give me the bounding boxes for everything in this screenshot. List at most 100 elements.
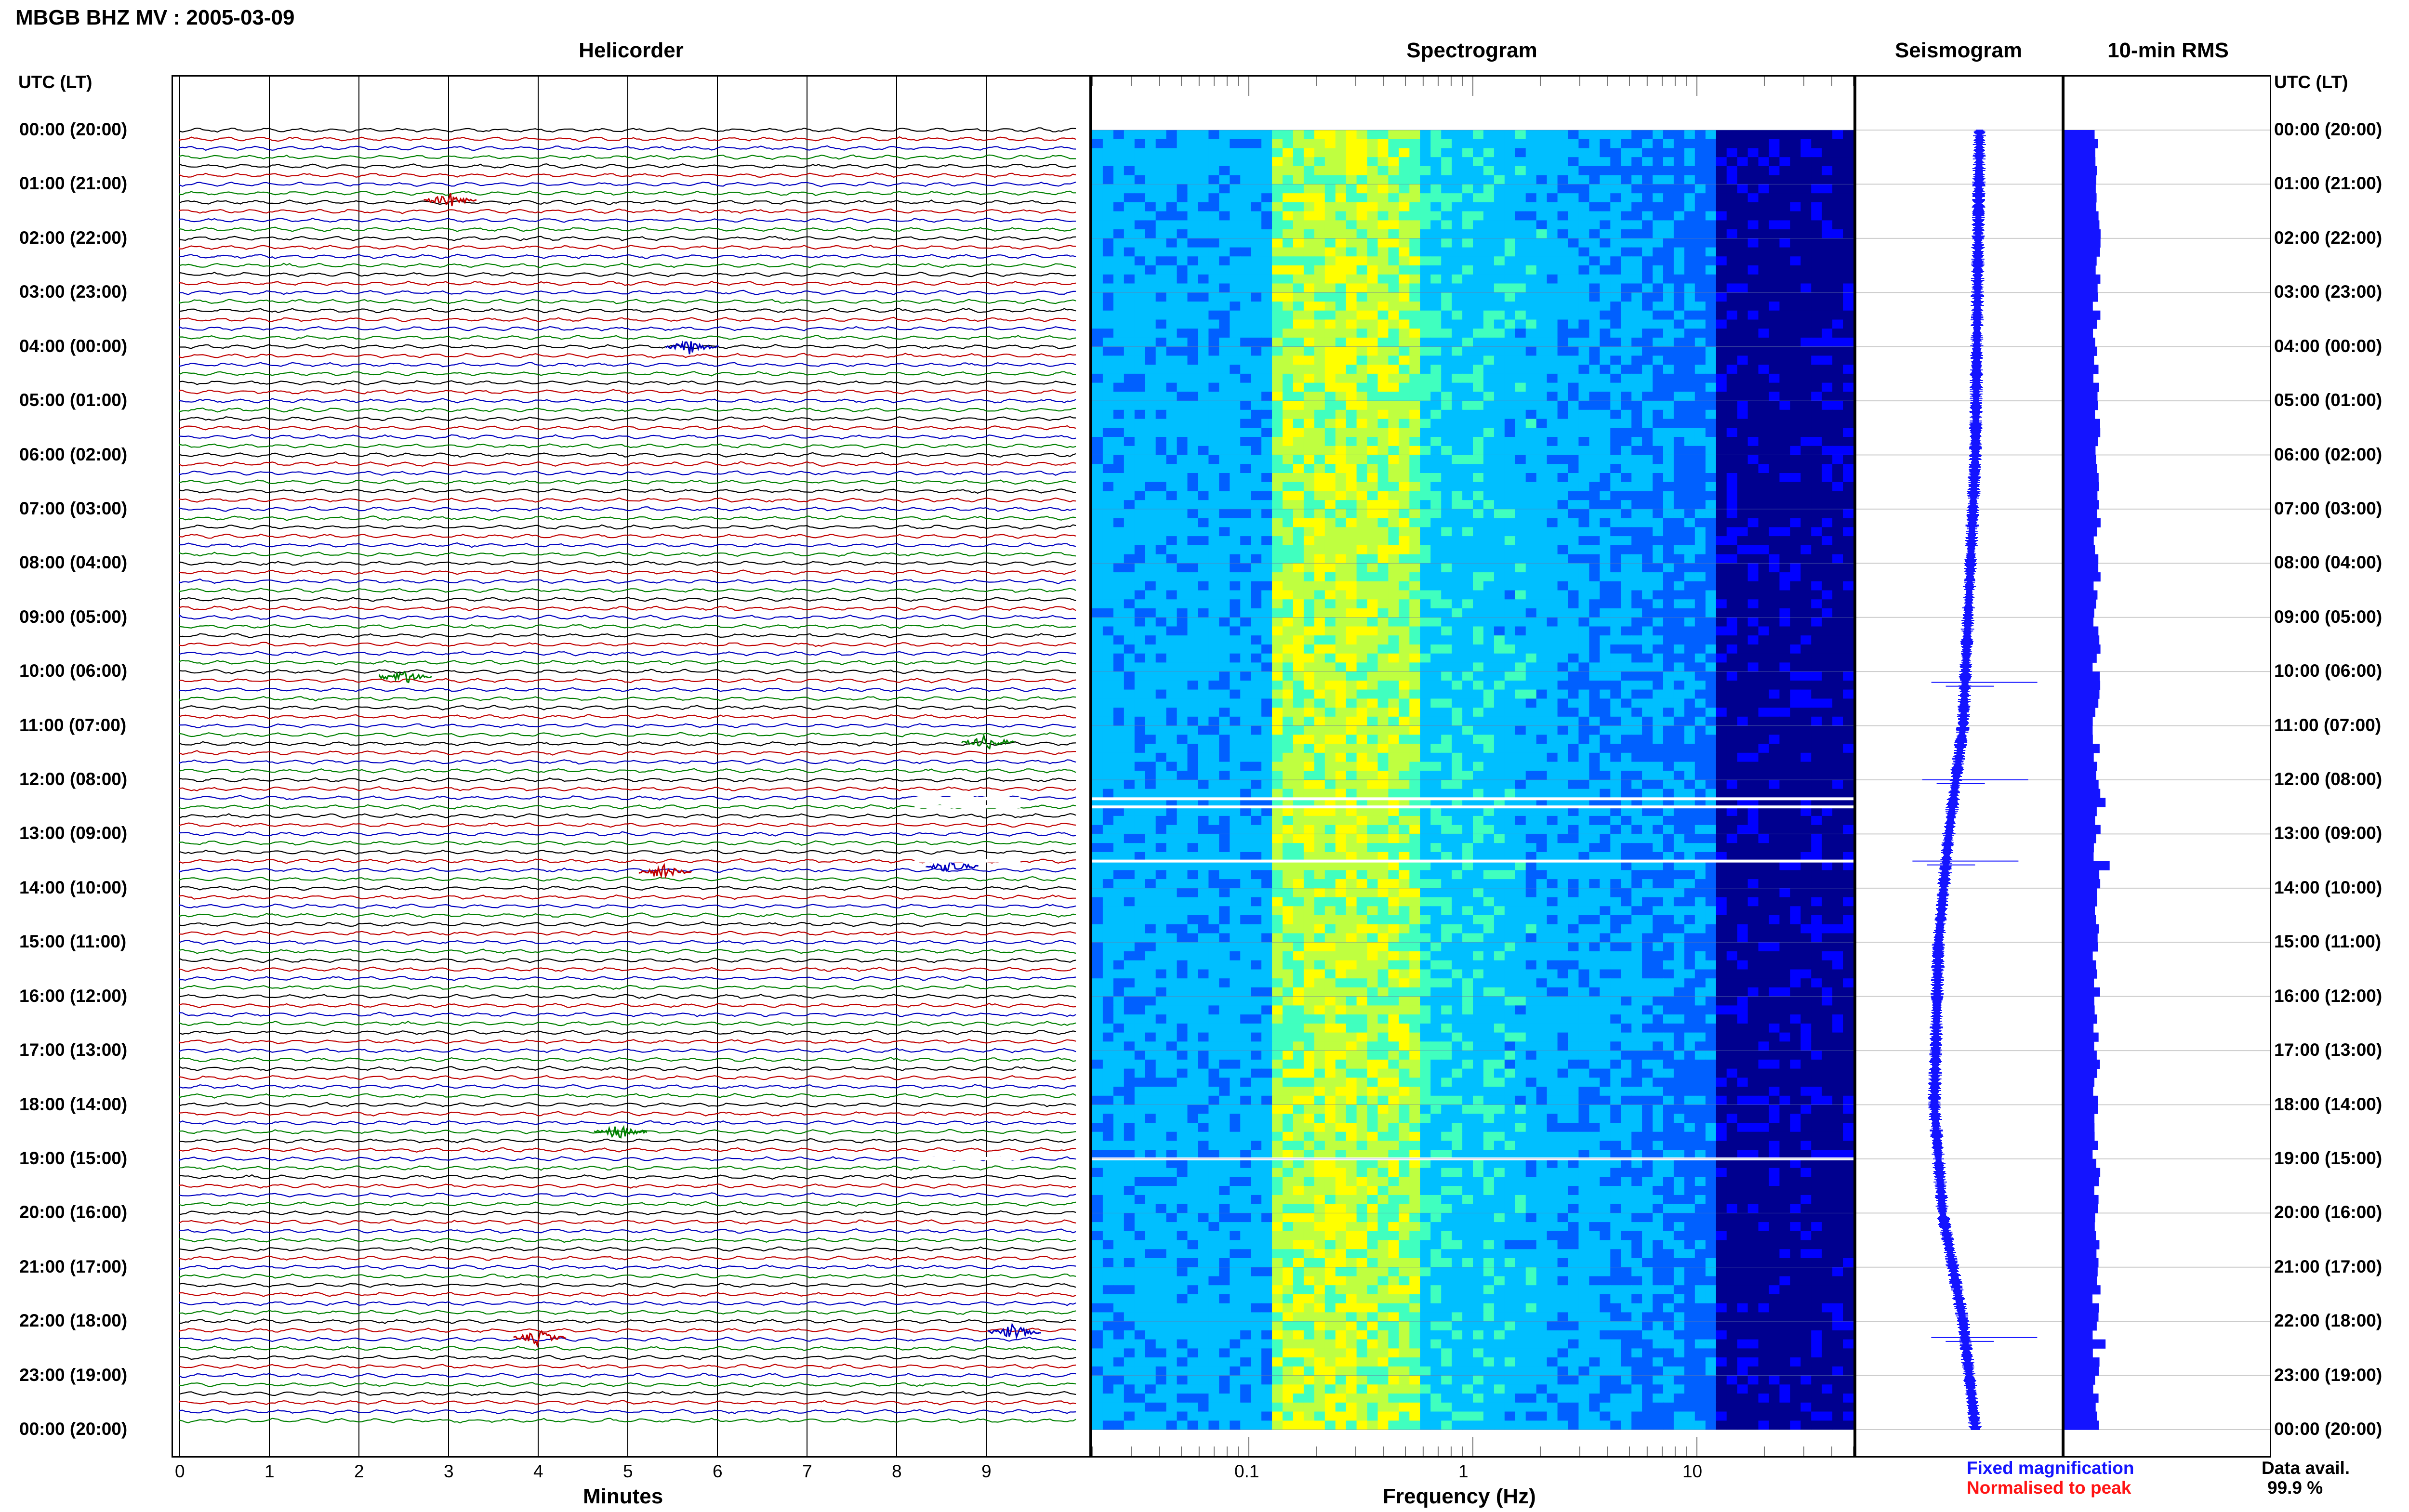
spectrogram-cell xyxy=(1388,355,1400,365)
spectrogram-cell xyxy=(1800,680,1812,690)
spectrogram-cell xyxy=(1409,446,1420,456)
spectrogram-cell xyxy=(1102,644,1114,654)
spectrogram-cell xyxy=(1303,644,1315,654)
spectrogram-cell xyxy=(1283,202,1294,212)
spectrogram-cell xyxy=(1283,392,1294,401)
spectrogram-cell xyxy=(1684,310,1695,320)
helicorder-trace xyxy=(179,542,1076,548)
spectrogram-cell xyxy=(1272,329,1283,338)
spectrogram-cell xyxy=(1187,473,1199,483)
spectrogram-cell xyxy=(1134,518,1146,527)
spectrogram-cell xyxy=(1610,572,1621,582)
spectrogram-cell xyxy=(1684,247,1695,257)
spectrogram-cell xyxy=(1515,157,1526,167)
spectrogram-cell xyxy=(1198,446,1209,456)
spectrogram-cell xyxy=(1230,482,1241,491)
spectrogram-cell xyxy=(1716,428,1727,437)
spectrogram-cell xyxy=(1747,238,1759,248)
spectrogram-cell xyxy=(1102,473,1114,483)
spectrogram-cell xyxy=(1219,509,1230,519)
spectrogram-cell xyxy=(1684,662,1695,672)
spectrogram-cell xyxy=(1113,491,1125,500)
spectrogram-cell xyxy=(1568,365,1579,374)
spectrogram-cell xyxy=(1452,626,1463,636)
spectrogram-cell xyxy=(1737,184,1748,194)
spectrogram-cell xyxy=(1452,346,1463,356)
spectrogram-cell xyxy=(1504,689,1516,699)
spectrogram-cell xyxy=(1314,310,1325,320)
spectrogram-cell xyxy=(1832,455,1843,464)
spectrogram-cell xyxy=(1621,220,1632,230)
spectrogram-cell xyxy=(1272,365,1283,374)
spectrogram-cell xyxy=(1187,437,1199,447)
spectrogram-cell xyxy=(1684,283,1695,293)
spectrogram-cell xyxy=(1166,283,1178,293)
spectrogram-cell xyxy=(1208,572,1220,582)
spectrogram-cell xyxy=(1155,527,1167,537)
spectrogram-cell xyxy=(1324,302,1336,311)
spectrogram-cell xyxy=(1790,662,1801,672)
spectrogram-cell xyxy=(1420,365,1431,374)
spectrogram-cell xyxy=(1621,653,1632,663)
spectrogram-cell xyxy=(1356,428,1368,437)
spectrogram-cell xyxy=(1134,148,1146,158)
spectrogram-cell xyxy=(1494,518,1505,527)
spectrogram-cell xyxy=(1335,518,1347,527)
spectrogram-cell xyxy=(1166,238,1178,248)
spectrogram-cell xyxy=(1610,500,1621,510)
spectrogram-cell xyxy=(1367,644,1378,654)
spectrogram-cell xyxy=(1832,319,1843,329)
spectrogram-cell xyxy=(1525,166,1537,176)
spectrogram-cell xyxy=(1525,473,1537,483)
spectrogram-cell xyxy=(1515,401,1526,410)
spectrogram-cell xyxy=(1187,545,1199,555)
spectrogram-cell xyxy=(1705,283,1717,293)
spectrogram-cell xyxy=(1145,302,1156,311)
spectrogram-cell xyxy=(1198,464,1209,473)
spectrogram-cell xyxy=(1473,193,1484,203)
spectrogram-cell xyxy=(1705,653,1717,663)
spectrogram-cell xyxy=(1684,401,1695,410)
spectrogram-cell xyxy=(1832,671,1843,681)
spectrogram-cell xyxy=(1716,653,1727,663)
spectrogram-cell xyxy=(1198,329,1209,338)
spectrogram-cell xyxy=(1483,446,1495,456)
spectrogram-cell xyxy=(1483,166,1495,176)
spectrogram-cell xyxy=(1092,698,1103,708)
spectrogram-cell xyxy=(1483,419,1495,428)
spectrogram-cell xyxy=(1557,265,1569,275)
spectrogram-cell xyxy=(1377,409,1389,420)
helicorder-event xyxy=(926,859,979,872)
spectrogram-cell xyxy=(1293,545,1304,555)
spectrogram-cell xyxy=(1335,635,1347,645)
spectrogram-cell xyxy=(1800,464,1812,473)
spectrogram-cell xyxy=(1557,572,1569,582)
spectrogram-cell xyxy=(1399,446,1410,456)
spectrogram-cell xyxy=(1113,572,1125,582)
spectrogram-cell xyxy=(1726,302,1738,311)
spectrogram-cell xyxy=(1409,166,1420,176)
spectrogram-cell xyxy=(1673,139,1685,148)
spectrogram-cell xyxy=(1653,274,1664,284)
spectrogram-cell xyxy=(1673,518,1685,527)
spectrogram-cell xyxy=(1483,193,1495,203)
spectrogram-cell xyxy=(1208,337,1220,347)
spectrogram-cell xyxy=(1441,274,1452,284)
spectrogram-cell xyxy=(1208,518,1220,527)
spectrogram-cell xyxy=(1452,599,1463,609)
spectrogram-cell xyxy=(1610,274,1621,284)
spectrogram-cell xyxy=(1430,193,1442,203)
spectrogram-cell xyxy=(1166,401,1178,410)
spectrogram-cell xyxy=(1208,139,1220,148)
spectrogram-cell xyxy=(1726,680,1738,690)
spectrogram-cell xyxy=(1631,527,1642,537)
spectrogram-cell xyxy=(1409,491,1420,500)
helicorder-trace xyxy=(179,1237,1076,1243)
spectrogram-cell xyxy=(1843,428,1853,437)
spectrogram-cell xyxy=(1515,536,1526,546)
spectrogram-cell xyxy=(1600,292,1611,302)
spectrogram-cell xyxy=(1314,590,1325,600)
spectrogram-cell xyxy=(1272,211,1283,221)
spectrogram-cell xyxy=(1272,680,1283,690)
spectrogram-cell xyxy=(1124,166,1135,176)
